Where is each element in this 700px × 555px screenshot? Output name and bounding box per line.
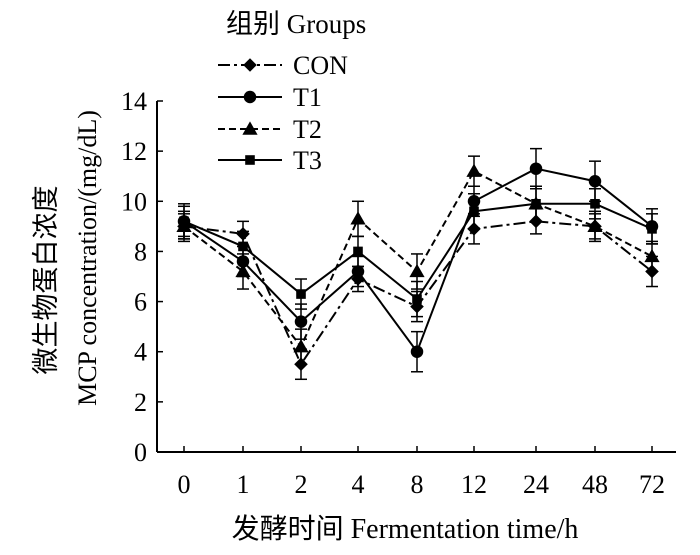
- data-point: [409, 263, 425, 278]
- y-tick-label: 4: [134, 338, 147, 367]
- x-axis-label: 发酵时间 Fermentation time/h: [232, 513, 579, 545]
- series-line: [183, 220, 653, 367]
- y-tick-label: 12: [121, 137, 147, 166]
- data-point: [412, 294, 422, 304]
- y-tick-label: 6: [134, 288, 147, 317]
- x-tick-label: 48: [582, 470, 608, 499]
- legend-label-t2: T2: [293, 115, 322, 144]
- data-point: [235, 263, 251, 278]
- data-point: [294, 315, 308, 328]
- legend-title: 组别 Groups: [226, 9, 366, 39]
- y-tick-label: 10: [121, 187, 147, 216]
- data-point: [469, 206, 479, 217]
- series-t1: [177, 147, 659, 373]
- legend-marker-t1: [243, 90, 257, 104]
- y-tick-label: 14: [121, 87, 147, 116]
- legend-marker-t2: [242, 121, 258, 135]
- legend-label-t1: T1: [293, 83, 322, 112]
- x-tick-label: 4: [352, 470, 365, 499]
- legend-label-con: CON: [293, 51, 348, 80]
- y-tick-label: 2: [134, 388, 147, 417]
- legend-marker-con: [243, 58, 257, 72]
- data-point: [350, 211, 366, 225]
- data-point: [529, 162, 543, 175]
- data-point: [588, 174, 602, 188]
- x-tick-label: 8: [411, 470, 424, 499]
- data-point: [351, 265, 365, 278]
- y-axis-label-cn: 微生物蛋白浓度: [31, 186, 61, 375]
- data-point: [466, 163, 482, 177]
- x-tick-label: 24: [523, 470, 549, 499]
- series-t3: [178, 185, 658, 318]
- data-point: [531, 198, 541, 209]
- data-point: [353, 246, 363, 257]
- series-layer: [176, 147, 660, 381]
- y-tick-label: 8: [134, 237, 147, 266]
- data-point: [296, 289, 306, 299]
- x-tick-label: 1: [237, 470, 250, 499]
- x-tick-label: 72: [639, 470, 665, 499]
- data-point: [410, 345, 424, 358]
- data-point: [590, 198, 600, 209]
- legend-label-t3: T3: [293, 146, 322, 175]
- data-point: [647, 224, 657, 234]
- x-tick-label: 0: [178, 470, 191, 499]
- data-point: [293, 339, 309, 353]
- x-tick-label: 12: [461, 470, 487, 499]
- x-tick-label: 2: [295, 470, 308, 499]
- legend-marker-t3: [245, 155, 255, 165]
- series-line: [183, 167, 653, 354]
- data-point: [238, 241, 248, 252]
- y-tick-label: 0: [134, 438, 147, 467]
- data-point: [644, 248, 660, 263]
- y-axis-label-en: MCP concentration/(mg/dL): [73, 110, 102, 406]
- data-point: [179, 216, 189, 227]
- data-point: [587, 218, 603, 233]
